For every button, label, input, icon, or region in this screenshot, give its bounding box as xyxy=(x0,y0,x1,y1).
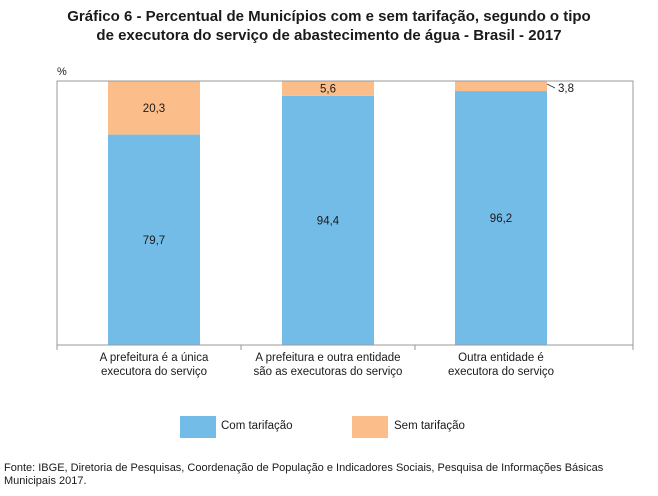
bar-com-tarifacao-3 xyxy=(455,91,547,345)
chart-title-line-2: de executora do serviço de abastecimento… xyxy=(96,27,562,44)
plot-frame-group xyxy=(56,80,634,350)
data-label-sem-tarifacao-1: 20,3 xyxy=(143,103,165,115)
category-label-1-line-2: executora do serviço xyxy=(100,366,208,378)
data-label-com-tarifacao-2: 94,4 xyxy=(317,215,340,227)
data-label-com-tarifacao-3: 96,2 xyxy=(490,213,512,225)
category-label-2-line-1: A prefeitura e outra entidade xyxy=(255,352,401,364)
legend-swatch-com-tarifacao xyxy=(180,416,216,438)
legend-label-com-tarifacao: Com tarifação xyxy=(221,420,293,432)
bar-com-tarifacao-1 xyxy=(108,134,200,345)
data-label-com-tarifacao-1: 79,7 xyxy=(143,235,165,247)
source-note: Fonte: IBGE, Diretoria de Pesquisas, Coo… xyxy=(4,462,604,487)
bar-sem-tarifacao-2 xyxy=(282,81,374,96)
plot-frame xyxy=(56,80,634,346)
legend-swatch-sem-tarifacao xyxy=(352,416,388,438)
category-label-2: A prefeitura e outra entidade são as exe… xyxy=(228,351,428,379)
category-label-2-line-2: são as executoras do serviço xyxy=(253,366,403,378)
y-unit-label: % xyxy=(57,66,67,78)
category-label-1: A prefeitura é a única executora do serv… xyxy=(54,351,254,379)
bar-sem-tarifacao-1 xyxy=(108,81,200,135)
bar-com-tarifacao-2 xyxy=(282,95,374,345)
category-label-3-line-1: Outra entidade é xyxy=(458,352,544,364)
category-label-3: Outra entidade é executora do serviço xyxy=(401,351,601,379)
chart-title: Gráfico 6 - Percentual de Municípios com… xyxy=(0,7,658,45)
data-label-sem-tarifacao-2: 5,6 xyxy=(320,83,336,95)
chart-title-line-1: Gráfico 6 - Percentual de Municípios com… xyxy=(67,8,591,25)
legend-label-sem-tarifacao: Sem tarifação xyxy=(394,420,465,432)
bars-group: 79,7 20,3 94,4 5,6 96,2 3,8 xyxy=(108,81,574,345)
category-label-3-line-2: executora do serviço xyxy=(447,366,555,378)
data-label-sem-tarifacao-3: 3,8 xyxy=(558,83,574,95)
category-label-1-line-1: A prefeitura é a única xyxy=(99,352,209,364)
label-leader-line-3 xyxy=(546,83,556,89)
bar-sem-tarifacao-3 xyxy=(455,81,547,92)
